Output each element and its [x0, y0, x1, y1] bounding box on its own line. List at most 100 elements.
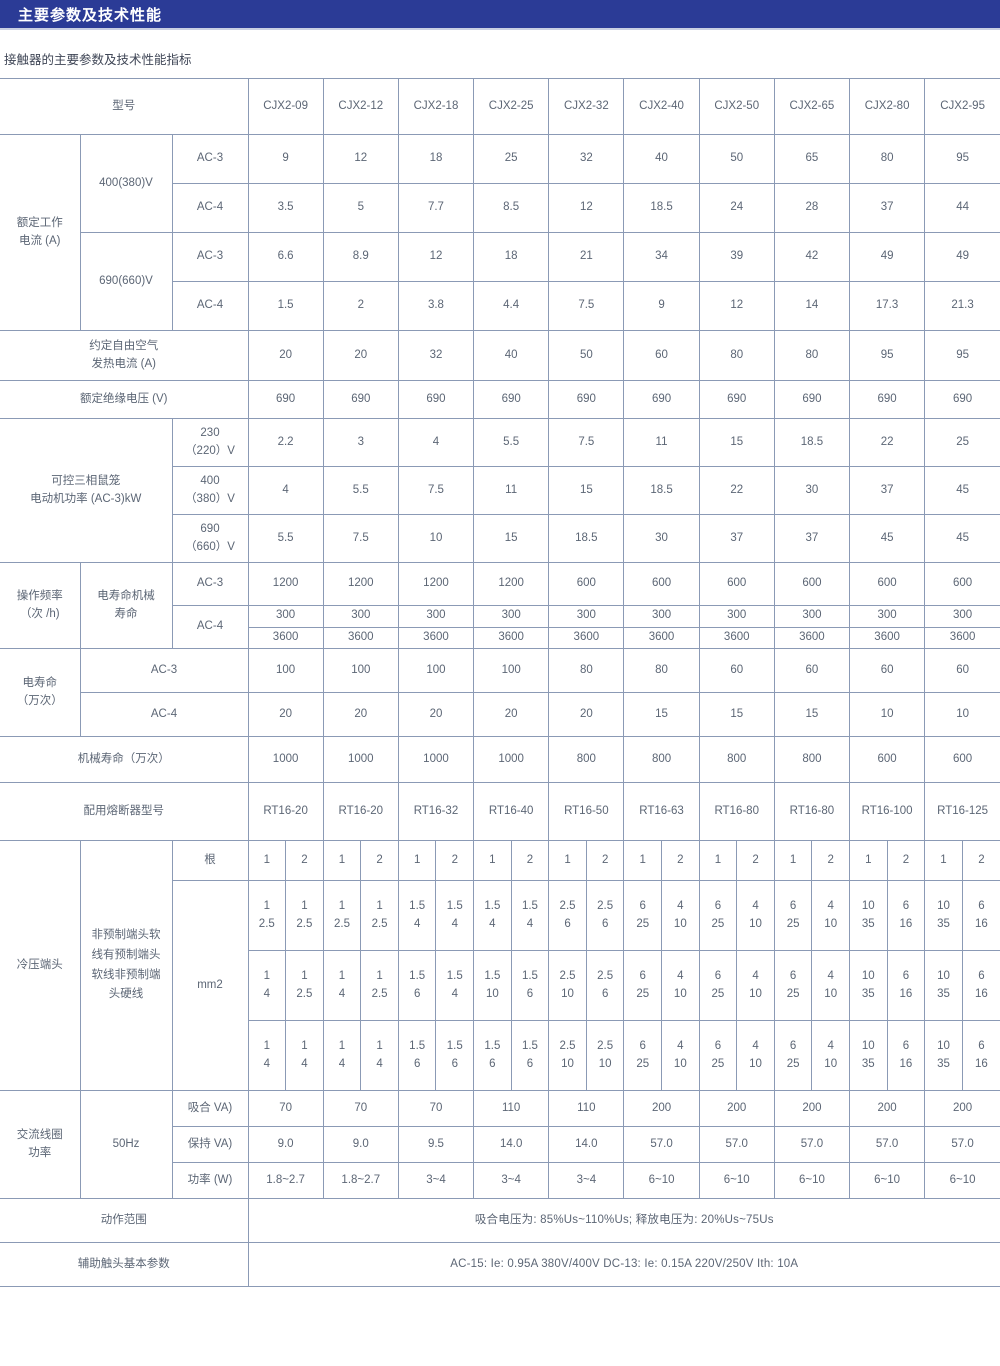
motor-voltage-label: 230 （220）V — [171, 418, 249, 467]
value-cell: 1000 — [247, 736, 324, 783]
value-cell: 1200 — [247, 562, 324, 606]
value-cell: 70 — [322, 1090, 399, 1127]
value-cell: 690 — [397, 380, 475, 419]
rated-current-row: 690(660)V AC-3 6.6 8.9 12 18 21 34 39 42 49 49 — [0, 232, 1000, 331]
electrical-mechanical-life-label: 电寿命机械 寿命 — [79, 562, 173, 649]
value-cell: 22 — [848, 418, 926, 467]
operating-frequency-row: 操作频率 （次 /h) 电寿命机械 寿命 AC-3 1200 1200 1200 1200 600… — [0, 562, 1000, 649]
value-cell: 9 — [623, 281, 700, 331]
wire-size-cell: 1 2.5 — [247, 880, 287, 951]
value-cell: 3600 — [698, 626, 775, 649]
value-cell: 5.5 — [473, 418, 550, 467]
value-cell: 12 — [698, 281, 775, 331]
value-cell: 37 — [773, 514, 851, 563]
wire-size-cell: 2.5 10 — [548, 950, 587, 1021]
value-cell: 57.0 — [924, 1126, 1000, 1163]
value-cell: RT16-40 — [473, 782, 550, 841]
wire-size-cell: 6 16 — [886, 880, 926, 951]
value-cell: 15 — [548, 466, 625, 515]
root-count-cell: 2 — [360, 840, 399, 881]
root-count-cell: 1 — [698, 840, 738, 881]
aux-contact-row: 辅助触头基本参数 AC-15: Ie: 0.95A 380V/400V DC-13… — [0, 1242, 1000, 1287]
value-cell: 6.6 — [247, 232, 324, 282]
value-cell: 32 — [548, 134, 625, 184]
value-cell: 25 — [473, 134, 550, 184]
ac-coil-row: 功率 (W) 1.8~2.7 1.8~2.7 3~4 3~4 3~4 6~10 6~10 6~1… — [0, 1162, 1000, 1199]
value-cell: 80 — [548, 648, 625, 693]
model-column-header: CJX2-50 — [698, 78, 775, 135]
root-count-cell: 1 — [473, 840, 512, 881]
wire-size-cell: 10 35 — [924, 880, 963, 951]
value-cell: 57.0 — [623, 1126, 700, 1163]
value-cell: 300 — [698, 605, 775, 628]
root-count-cell: 1 — [924, 840, 963, 881]
value-cell: RT16-100 — [848, 782, 926, 841]
specifications-table: 型号 CJX2-09 CJX2-12 CJX2-18 CJX2-25 CJX2-32 CJX… — [0, 78, 1000, 1287]
value-cell: 300 — [247, 605, 324, 628]
value-cell: 11 — [473, 466, 550, 515]
value-cell: 6~10 — [623, 1162, 700, 1199]
duty-label: AC-3 — [171, 232, 249, 282]
wire-size-cell: 1.5 6 — [397, 950, 437, 1021]
wire-size-cell: 1.5 6 — [397, 1020, 437, 1091]
ac-coil-row: 交流线圈 功率 50Hz 吸合 VA) 70 70 70 110 110 200 200 200 200… — [0, 1090, 1000, 1199]
wire-size-cell: 6 16 — [886, 950, 926, 1021]
value-cell: 9.0 — [247, 1126, 324, 1163]
value-cell: 49 — [848, 232, 926, 282]
cold-press-sub-label: 非预制端头软线有预制端头软线非预制端头硬线 — [79, 840, 173, 1091]
motor-voltage-label: 690 （660）V — [172, 514, 249, 563]
wire-size-cell: 1.5 4 — [435, 880, 475, 951]
wire-size-cell: 6 25 — [623, 880, 663, 951]
model-column-header: CJX2-09 — [247, 78, 324, 135]
value-cell: 34 — [623, 232, 700, 282]
value-cell: 45 — [924, 466, 1000, 515]
root-count-cell: 1 — [322, 840, 362, 881]
model-column-header: CJX2-12 — [322, 78, 399, 135]
value-cell: 21 — [548, 232, 625, 282]
value-cell: 3~4 — [473, 1162, 550, 1199]
value-cell: 20 — [322, 692, 399, 737]
value-cell: 1200 — [473, 562, 550, 606]
value-cell: 3600 — [473, 626, 550, 649]
duty-label: AC-3 — [79, 648, 249, 693]
model-column-header: CJX2-65 — [773, 78, 851, 135]
root-count-cell: 2 — [510, 840, 550, 881]
value-cell: 9.0 — [322, 1126, 399, 1163]
value-cell: 60 — [773, 648, 851, 693]
wire-size-cell: 4 10 — [811, 950, 850, 1021]
value-cell: 70 — [397, 1090, 475, 1127]
model-column-header: CJX2-95 — [924, 78, 1000, 135]
value-cell: 7.5 — [397, 466, 475, 515]
voltage-label: 400(380)V — [79, 134, 173, 233]
value-cell: 600 — [924, 562, 1000, 606]
value-cell: 8.5 — [473, 183, 550, 233]
wire-size-cell: 1 2.5 — [322, 880, 362, 951]
value-cell: 4.4 — [473, 281, 550, 331]
cold-press-value-row: 1 4 1 2.5 1 4 1 2.5 1.5 6 1.5 4 1.5 10 1.5 6 2.5 10 2.5 6 6 2… — [0, 950, 1000, 1021]
electrical-life-row: AC-4 20 20 20 20 20 15 15 15 10 10 — [0, 692, 1000, 737]
wire-size-cell: 4 10 — [811, 1020, 850, 1091]
wire-size-cell: 1 2.5 — [285, 880, 324, 951]
model-column-header: CJX2-25 — [473, 78, 550, 135]
wire-size-cell: 10 35 — [849, 950, 888, 1021]
model-column-header: CJX2-80 — [848, 78, 926, 135]
root-count-cell: 2 — [736, 840, 775, 881]
value-cell: RT16-20 — [247, 782, 324, 841]
value-cell: 10 — [848, 692, 926, 737]
value-cell: 2 — [322, 281, 399, 331]
value-cell: 3600 — [773, 626, 851, 649]
wire-size-cell: 10 35 — [924, 1020, 963, 1091]
value-cell: 12 — [322, 134, 399, 184]
ac-coil-param-label: 保持 VA) — [172, 1126, 249, 1163]
wire-size-cell: 6 16 — [961, 1020, 1000, 1091]
value-cell: 6~10 — [773, 1162, 851, 1199]
value-cell: 14.0 — [473, 1126, 550, 1163]
value-cell: 800 — [698, 736, 775, 783]
value-cell: 1200 — [322, 562, 399, 606]
value-cell: 1000 — [397, 736, 475, 783]
value-cell: 200 — [773, 1090, 851, 1127]
rated-current-label: 额定工作 电流 (A) — [0, 134, 81, 331]
value-cell: RT16-50 — [548, 782, 625, 841]
